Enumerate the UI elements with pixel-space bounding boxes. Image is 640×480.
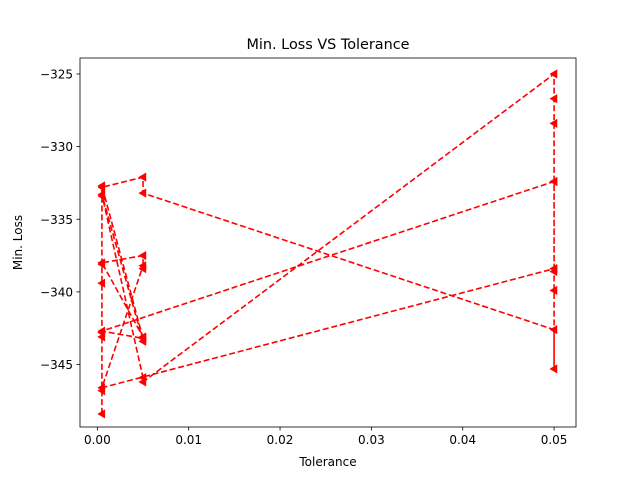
x-tick-label: 0.01 [175, 433, 202, 447]
data-point [97, 383, 106, 393]
data-point [549, 69, 558, 79]
data-point [97, 326, 106, 336]
data-point [138, 372, 147, 383]
y-tick-label: −330 [40, 140, 73, 154]
x-tick-label: 0.02 [267, 433, 294, 447]
series-layer [97, 69, 558, 419]
data-point [549, 325, 558, 335]
data-point [549, 118, 558, 129]
chart-title: Min. Loss VS Tolerance [247, 37, 410, 53]
data-point [138, 188, 147, 198]
data-point [97, 258, 106, 268]
x-tick-label: 0.05 [541, 433, 568, 447]
data-point [549, 264, 558, 274]
data-point [549, 285, 558, 296]
x-tick-label: 0.04 [449, 433, 476, 447]
data-point [97, 278, 106, 288]
data-point [549, 176, 558, 187]
x-tick-label: 0.03 [358, 433, 385, 447]
y-tick-label: −335 [40, 213, 73, 227]
y-axis: −345 −340 −335 −330 −325 [40, 67, 80, 372]
data-point [138, 261, 147, 271]
y-tick-label: −325 [40, 67, 73, 81]
x-axis: 0.00 0.01 0.02 0.03 0.04 0.05 [84, 427, 567, 447]
data-point [138, 250, 147, 261]
data-point [549, 364, 558, 374]
data-point [97, 181, 106, 191]
plot-frame [79, 57, 577, 428]
data-point [97, 189, 106, 200]
y-tick-label: −345 [40, 358, 73, 372]
data-point [138, 333, 147, 344]
data-point [549, 94, 558, 104]
y-axis-label: Min. Loss [11, 215, 25, 270]
y-tick-label: −340 [40, 285, 73, 299]
data-point [97, 409, 106, 419]
series-line [101, 73, 555, 414]
x-axis-label: Tolerance [298, 455, 356, 469]
x-tick-label: 0.00 [84, 433, 111, 447]
data-point [138, 172, 147, 182]
